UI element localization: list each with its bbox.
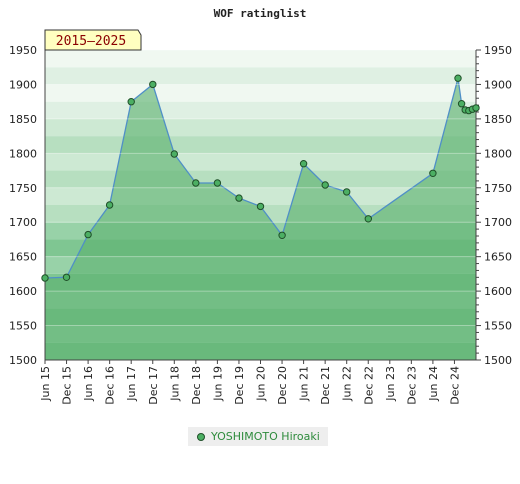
x-tick-label: Jun 16 — [82, 366, 95, 402]
x-tick-label: Jun 19 — [211, 366, 224, 402]
x-tick-label: Dec 17 — [147, 366, 160, 405]
x-tick-label: Dec 22 — [362, 366, 375, 405]
x-tick-label: Jun 17 — [125, 366, 138, 402]
y-tick-label-right: 1600 — [484, 285, 512, 298]
y-tick-label-left: 1750 — [9, 182, 37, 195]
period-badge-text: 2015–2025 — [56, 34, 126, 49]
x-tick-label: Dec 16 — [104, 366, 117, 405]
x-tick-label: Dec 15 — [61, 366, 74, 405]
background-band — [45, 67, 476, 85]
x-tick-label: Jun 18 — [168, 366, 181, 402]
y-tick-label-right: 1500 — [484, 354, 512, 367]
data-points — [41, 74, 480, 282]
y-tick-label-left: 1600 — [9, 285, 37, 298]
x-tick-label: Jun 20 — [255, 366, 268, 402]
x-tick-label: Jun 15 — [39, 366, 52, 402]
data-point — [343, 188, 351, 196]
data-point — [149, 80, 157, 89]
series-area — [45, 78, 476, 360]
x-tick-label: Jun 21 — [298, 366, 311, 402]
data-point — [299, 160, 308, 168]
x-tick-label: Dec 23 — [405, 366, 418, 405]
y-tick-label-right: 1550 — [484, 320, 512, 333]
data-point — [170, 150, 179, 158]
y-tick-label-right: 1750 — [484, 182, 512, 195]
y-tick-label-left: 1500 — [9, 354, 37, 367]
y-tick-label-left: 1800 — [9, 147, 37, 160]
y-tick-label-left: 1700 — [9, 216, 37, 229]
data-point — [454, 74, 462, 82]
data-point — [105, 201, 114, 209]
y-tick-label-right: 1650 — [484, 251, 512, 264]
x-tick-label: Jun 24 — [427, 366, 440, 402]
data-point — [235, 194, 243, 202]
data-point — [84, 230, 92, 239]
x-axis: Jun 15 Dec 15 Jun 16 Dec 16 Jun 17 Dec 17 Jun … — [39, 360, 461, 405]
y-tick-label-right: 1900 — [484, 78, 512, 91]
data-point — [429, 169, 437, 178]
y-tick-label-left: 1550 — [9, 320, 37, 333]
legend-label: YOSHIMOTO Hiroaki — [211, 430, 320, 443]
background-band — [45, 136, 476, 154]
data-point — [41, 274, 49, 282]
x-tick-label: Dec 20 — [276, 366, 289, 405]
background-band — [45, 118, 476, 137]
x-tick-label: Dec 21 — [319, 366, 332, 405]
data-point — [472, 104, 480, 112]
data-point — [321, 181, 329, 189]
background-band — [45, 101, 476, 119]
data-point — [457, 100, 466, 108]
period-badge: 2015–2025 — [44, 29, 142, 51]
y-tick-label-left: 1650 — [9, 251, 37, 264]
x-tick-label: Dec 24 — [448, 366, 461, 405]
y-axis-right: 1500 1550 1600 1650 1700 1750 1800 1850 1900 1950 — [476, 44, 512, 367]
background-band — [45, 153, 476, 171]
x-tick-label: Jun 23 — [384, 366, 397, 402]
background-band — [45, 50, 476, 68]
data-point — [278, 231, 286, 240]
chart-title: WOF ratinglist — [214, 7, 307, 20]
y-tick-label-left: 1850 — [9, 113, 37, 126]
y-tick-label-right: 1950 — [484, 44, 512, 57]
period-badge-box — [44, 29, 142, 51]
y-tick-label-right: 1800 — [484, 147, 512, 160]
y-axis-left: 1500 1550 1600 1650 1700 1750 1800 1850 1900 1950 — [9, 44, 37, 367]
y-tick-label-left: 1900 — [9, 78, 37, 91]
background-band — [45, 170, 476, 188]
x-tick-label: Jun 22 — [341, 366, 354, 402]
y-tick-label-right: 1700 — [484, 216, 512, 229]
data-point — [213, 179, 222, 187]
data-point — [192, 179, 200, 187]
data-point — [62, 273, 71, 281]
legend-marker-icon — [197, 432, 205, 441]
x-tick-label: Dec 19 — [233, 366, 246, 405]
background-band — [45, 84, 476, 102]
legend: YOSHIMOTO Hiroaki — [188, 427, 328, 446]
x-tick-label: Dec 18 — [190, 366, 203, 405]
y-tick-label-right: 1850 — [484, 113, 512, 126]
data-point — [364, 215, 372, 223]
data-point — [256, 202, 265, 211]
data-point — [127, 98, 135, 106]
y-tick-label-left: 1950 — [9, 44, 37, 57]
